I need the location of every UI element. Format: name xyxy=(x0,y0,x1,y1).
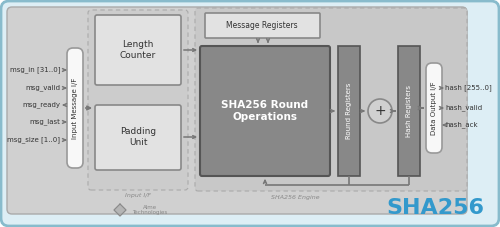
FancyBboxPatch shape xyxy=(195,8,467,191)
FancyBboxPatch shape xyxy=(88,10,188,190)
FancyBboxPatch shape xyxy=(205,13,320,38)
Bar xyxy=(398,46,420,176)
Text: msg_in [31..0]: msg_in [31..0] xyxy=(10,67,60,73)
Text: msg_ready: msg_ready xyxy=(22,102,60,108)
Text: +: + xyxy=(374,104,386,118)
Text: Input I/F: Input I/F xyxy=(125,193,151,198)
Text: Message Registers: Message Registers xyxy=(226,20,298,30)
Text: Hash Registers: Hash Registers xyxy=(406,85,412,137)
Text: Data Output I/F: Data Output I/F xyxy=(431,81,437,135)
Text: hash_ack: hash_ack xyxy=(445,122,478,128)
Text: msg_last: msg_last xyxy=(29,119,60,125)
Text: Round Registers: Round Registers xyxy=(346,83,352,139)
FancyBboxPatch shape xyxy=(200,46,330,176)
Text: Input Message I/F: Input Message I/F xyxy=(72,77,78,139)
Bar xyxy=(338,46,360,176)
Text: Alme
Technologies: Alme Technologies xyxy=(132,205,167,215)
Text: Length
Counter: Length Counter xyxy=(120,40,156,60)
FancyBboxPatch shape xyxy=(7,7,467,214)
Text: SHA256: SHA256 xyxy=(386,198,484,218)
Polygon shape xyxy=(114,204,126,216)
Text: hash [255..0]: hash [255..0] xyxy=(445,85,492,91)
FancyBboxPatch shape xyxy=(95,15,181,85)
Circle shape xyxy=(368,99,392,123)
Text: SHA256 Round
Operations: SHA256 Round Operations xyxy=(222,100,308,122)
FancyBboxPatch shape xyxy=(95,105,181,170)
Text: hash_valid: hash_valid xyxy=(445,105,482,111)
Text: SHA256 Engine: SHA256 Engine xyxy=(270,195,320,200)
Text: Padding
Unit: Padding Unit xyxy=(120,127,156,147)
FancyBboxPatch shape xyxy=(67,48,83,168)
Text: msg_valid: msg_valid xyxy=(25,85,60,91)
Text: msg_size [1..0]: msg_size [1..0] xyxy=(7,137,60,143)
FancyBboxPatch shape xyxy=(426,63,442,153)
